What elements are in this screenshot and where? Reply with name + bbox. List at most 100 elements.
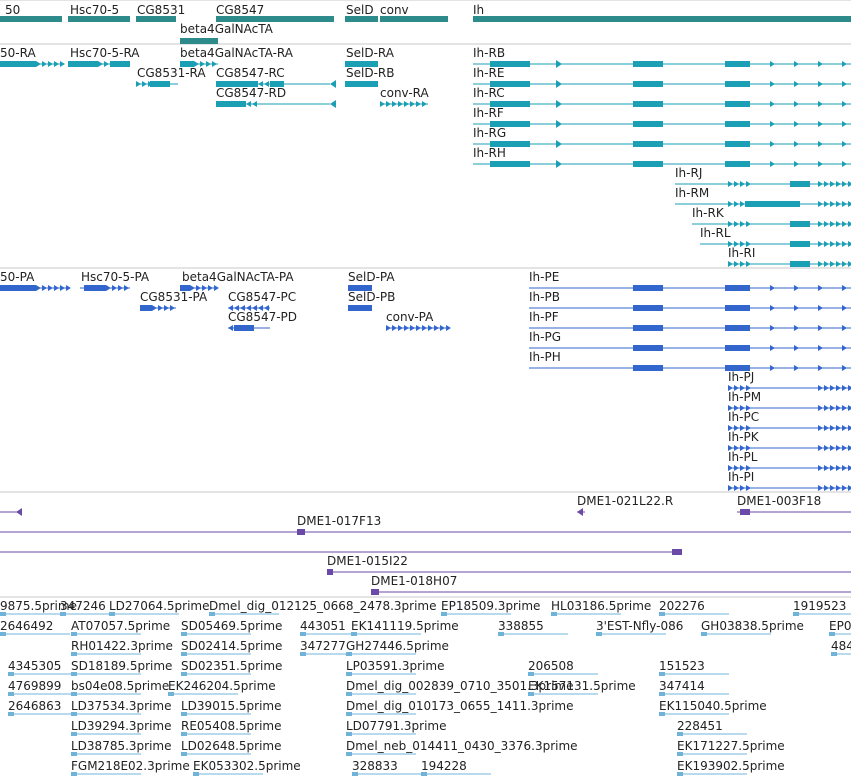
feature-label[interactable]: SelD-RB (346, 66, 395, 80)
feature-label[interactable]: Ih-PE (529, 270, 560, 284)
feature-label[interactable]: Ih-RC (473, 86, 505, 100)
feature-label[interactable]: SelD-RA (346, 46, 394, 60)
feature-label[interactable]: DME1-018H07 (371, 574, 458, 588)
feature-label[interactable]: Ih-RF (473, 106, 504, 120)
feature-label[interactable]: LD02648.5prime (181, 739, 282, 753)
feature-label[interactable]: Ih-PG (529, 330, 562, 344)
feature-label[interactable]: 50-RA (0, 46, 36, 60)
feature-label[interactable]: LD27064.5prime (109, 599, 210, 613)
feature-label[interactable]: LD07791.3prime (346, 719, 447, 733)
feature-label[interactable]: 50 (5, 3, 21, 17)
feature-label[interactable]: CG8547-RD (216, 86, 287, 100)
feature-label[interactable]: GH03838.5prime (701, 619, 804, 633)
feature-label[interactable]: Ih-PB (529, 290, 560, 304)
feature-label[interactable]: DME1-003F18 (737, 494, 822, 508)
feature-label[interactable]: 9875.5prime (0, 599, 77, 613)
feature-label[interactable]: beta4GalNAcTA (180, 22, 273, 36)
feature-label[interactable]: conv-PA (386, 310, 434, 324)
feature-label[interactable]: EK171227.5prime (677, 739, 785, 753)
feature-label[interactable]: Ih-RE (473, 66, 505, 80)
feature-label[interactable]: LD39015.5prime (181, 699, 282, 713)
feature-label[interactable]: 4345305 (8, 659, 62, 673)
feature-label[interactable]: 443051 (300, 619, 346, 633)
feature-label[interactable]: Ih-RH (473, 146, 506, 160)
feature-label[interactable]: CG8531-PA (140, 290, 208, 304)
feature-label[interactable]: SD02414.5prime (181, 639, 283, 653)
feature-label[interactable]: 151523 (659, 659, 705, 673)
feature-label[interactable]: Dmel_dig_012125_0668_2478.3prime (209, 599, 437, 613)
feature-label[interactable]: 228451 (677, 719, 723, 733)
feature-label[interactable]: LD37534.3prime (71, 699, 172, 713)
feature-label[interactable]: 347246 (60, 599, 106, 613)
feature-label[interactable]: Ih-PM (728, 390, 762, 404)
feature-label[interactable]: Ih-PC (728, 410, 760, 424)
feature-label[interactable]: Dmel_neb_014411_0430_3376.3prime (346, 739, 578, 753)
feature-label[interactable]: EK246204.5prime (168, 679, 276, 693)
feature-label[interactable]: HL03186.5prime (551, 599, 652, 613)
feature-label[interactable]: Ih-RM (675, 186, 710, 200)
feature-label[interactable]: EK157131.5prime (528, 679, 636, 693)
feature-label[interactable]: Ih-RL (700, 226, 731, 240)
feature-label[interactable]: conv (380, 3, 409, 17)
feature-label[interactable]: 2646863 (8, 699, 62, 713)
feature-label[interactable]: 1919523 (793, 599, 847, 613)
feature-label[interactable]: DME1-021L22.R (577, 494, 674, 508)
feature-label[interactable]: EP18509.3prime (441, 599, 541, 613)
feature-label[interactable]: Ih-RI (728, 246, 756, 260)
feature-label[interactable]: Ih-PK (728, 430, 759, 444)
feature-label[interactable]: RH01422.3prime (71, 639, 173, 653)
feature-label[interactable]: CG8547-RC (216, 66, 285, 80)
feature-label[interactable]: FGM218E02.3prime (71, 759, 190, 773)
feature-label[interactable]: 347414 (659, 679, 705, 693)
feature-label[interactable]: EP0 (829, 619, 851, 633)
feature-label[interactable]: EK115040.5prime (659, 699, 767, 713)
feature-label[interactable]: EK141119.5prime (351, 619, 459, 633)
feature-label[interactable]: CG8547 (216, 3, 265, 17)
feature-label[interactable]: Ih-RK (692, 206, 724, 220)
feature-label[interactable]: Ih (473, 3, 485, 17)
feature-label[interactable]: 2646492 (0, 619, 54, 633)
feature-label[interactable]: conv-RA (380, 86, 429, 100)
feature-label[interactable]: RE05408.5prime (181, 719, 282, 733)
feature-label[interactable]: beta4GalNAcTA-RA (180, 46, 293, 60)
feature-label[interactable]: LP03591.3prime (346, 659, 445, 673)
feature-label[interactable]: EK193902.5prime (677, 759, 785, 773)
feature-label[interactable]: LD38785.3prime (71, 739, 172, 753)
feature-label[interactable]: CG8547-PC (228, 290, 297, 304)
feature-label[interactable]: Ih-PJ (728, 370, 755, 384)
feature-label[interactable]: beta4GalNAcTA-PA (182, 270, 294, 284)
feature-label[interactable]: CG8531 (137, 3, 186, 17)
feature-label[interactable]: Hsc70-5-RA (70, 46, 140, 60)
feature-label[interactable]: AT07057.5prime (71, 619, 171, 633)
feature-label[interactable]: 194228 (421, 759, 467, 773)
feature-label[interactable]: DME1-015I22 (327, 554, 408, 568)
feature-label[interactable]: SelD-PB (348, 290, 396, 304)
feature-label[interactable]: Dmel_dig_002839_0710_3501.3prime (346, 679, 574, 693)
feature-label[interactable]: SelD-PA (348, 270, 395, 284)
feature-label[interactable]: 206508 (528, 659, 574, 673)
feature-label[interactable]: 50-PA (0, 270, 35, 284)
feature-label[interactable]: 338855 (498, 619, 544, 633)
feature-label[interactable]: Ih-PI (728, 470, 755, 484)
feature-label[interactable]: 328833 (352, 759, 398, 773)
feature-label[interactable]: Ih-PF (529, 310, 559, 324)
feature-label[interactable]: SD18189.5prime (71, 659, 173, 673)
feature-label[interactable]: DME1-017F13 (297, 514, 382, 528)
feature-label[interactable]: Ih-PH (529, 350, 561, 364)
feature-label[interactable]: LD39294.3prime (71, 719, 172, 733)
feature-label[interactable]: 484 (831, 639, 851, 653)
feature-label[interactable]: Hsc70-5 (70, 3, 120, 17)
feature-label[interactable]: 347277 (300, 639, 346, 653)
feature-label[interactable]: GH27446.5prime (346, 639, 449, 653)
feature-label[interactable]: SelD (346, 3, 374, 17)
feature-label[interactable]: EK053302.5prime (193, 759, 301, 773)
feature-label[interactable]: CG8531-RA (137, 66, 206, 80)
feature-label[interactable]: 202276 (659, 599, 705, 613)
feature-label[interactable]: SD02351.5prime (181, 659, 283, 673)
feature-label[interactable]: bs04e08.5prime (71, 679, 170, 693)
feature-label[interactable]: Ih-RG (473, 126, 507, 140)
feature-label[interactable]: 3'EST-Nfly-086 (596, 619, 684, 633)
feature-label[interactable]: Ih-RJ (675, 166, 703, 180)
feature-label[interactable]: SD05469.5prime (181, 619, 283, 633)
